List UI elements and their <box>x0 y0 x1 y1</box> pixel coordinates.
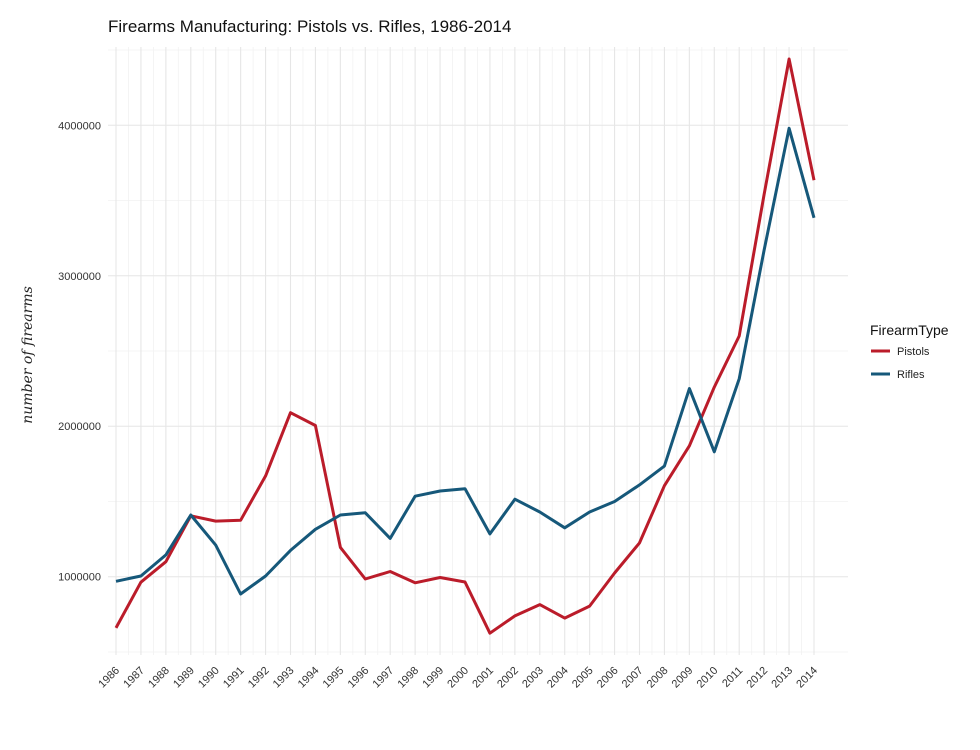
legend-title: FirearmType <box>870 322 949 338</box>
y-axis-tick-labels: 1000000 2000000 3000000 4000000 <box>58 120 101 583</box>
y-tick-label: 4000000 <box>58 120 101 132</box>
series-line-rifles <box>115 126 816 596</box>
legend-label-rifles: Rifles <box>897 369 925 381</box>
y-axis-label: number of firearms <box>20 286 36 424</box>
y-tick-label: 3000000 <box>58 271 101 283</box>
legend: FirearmType Pistols Rifles <box>870 322 949 381</box>
series-lines <box>114 57 816 635</box>
series-line-pistols <box>114 57 816 635</box>
y-tick-label: 2000000 <box>58 421 101 433</box>
legend-label-pistols: Pistols <box>897 346 930 358</box>
y-tick-label: 1000000 <box>58 572 101 584</box>
chart-title: Firearms Manufacturing: Pistols vs. Rifl… <box>108 17 511 36</box>
